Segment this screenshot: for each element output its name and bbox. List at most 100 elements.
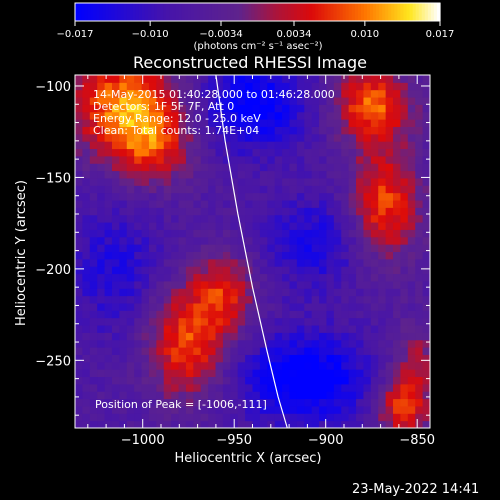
heatmap-pixel	[208, 148, 217, 157]
heatmap-pixel	[400, 163, 409, 172]
heatmap-pixel	[126, 295, 135, 304]
heatmap-pixel	[319, 192, 327, 201]
heatmap-pixel	[193, 266, 202, 275]
heatmap-pixel	[104, 317, 113, 326]
heatmap-pixel	[156, 244, 165, 252]
heatmap-pixel	[82, 207, 91, 216]
heatmap-pixel	[185, 288, 194, 297]
heatmap-pixel	[296, 361, 305, 370]
heatmap-pixel	[208, 222, 217, 230]
heatmap-pixel	[245, 82, 253, 91]
heatmap-pixel	[393, 383, 401, 392]
heatmap-pixel	[415, 192, 424, 201]
heatmap-pixel	[97, 200, 106, 208]
heatmap-pixel	[178, 310, 187, 319]
heatmap-pixel	[163, 163, 172, 172]
heatmap-pixel	[267, 155, 276, 164]
heatmap-pixel	[215, 214, 224, 223]
heatmap-pixel	[393, 126, 401, 135]
heatmap-pixel	[289, 295, 298, 304]
colorbar-segment	[406, 3, 411, 21]
heatmap-pixel	[237, 126, 246, 135]
heatmap-pixel	[326, 75, 335, 83]
heatmap-pixel	[282, 244, 290, 252]
heatmap-pixel	[111, 185, 120, 194]
heatmap-pixel	[200, 273, 209, 282]
colorbar-segment	[184, 3, 189, 21]
heatmap-pixel	[193, 339, 202, 348]
heatmap-pixel	[171, 383, 180, 392]
heatmap-pixel	[230, 163, 239, 172]
heatmap-pixel	[378, 280, 387, 289]
heatmap-pixel	[407, 89, 416, 98]
heatmap-pixel	[267, 302, 276, 311]
heatmap-pixel	[378, 214, 387, 223]
heatmap-pixel	[126, 376, 135, 385]
colorbar-segment	[105, 3, 110, 21]
heatmap-pixel	[274, 89, 283, 98]
heatmap-pixel	[333, 119, 342, 127]
heatmap-pixel	[230, 273, 239, 282]
heatmap-pixel	[119, 295, 128, 304]
heatmap-pixel	[156, 354, 165, 363]
colorbar-segment	[236, 3, 240, 21]
heatmap-pixel	[97, 207, 106, 216]
heatmap-pixel	[75, 97, 83, 105]
heatmap-pixel	[289, 280, 298, 289]
heatmap-pixel	[252, 111, 261, 120]
heatmap-pixel	[245, 347, 253, 355]
heatmap-pixel	[422, 236, 431, 245]
heatmap-pixel	[156, 119, 165, 127]
heatmap-pixel	[341, 192, 350, 201]
heatmap-pixel	[407, 413, 416, 422]
heatmap-pixel	[82, 163, 91, 172]
heatmap-pixel	[89, 369, 98, 378]
heatmap-pixel	[333, 177, 342, 186]
heatmap-pixel	[148, 229, 157, 238]
heatmap-pixel	[215, 222, 224, 230]
heatmap-pixel	[341, 251, 350, 260]
heatmap-pixel	[422, 354, 431, 363]
heatmap-pixel	[341, 339, 350, 348]
heatmap-pixel	[252, 273, 261, 282]
heatmap-pixel	[385, 295, 394, 304]
heatmap-pixel	[222, 163, 231, 172]
colorbar-segment	[388, 3, 392, 21]
heatmap-pixel	[193, 383, 202, 392]
heatmap-pixel	[333, 361, 342, 370]
heatmap-pixel	[319, 75, 327, 83]
heatmap-pixel	[267, 295, 276, 304]
heatmap-pixel	[385, 288, 394, 297]
heatmap-pixel	[319, 148, 327, 157]
heatmap-pixel	[333, 325, 342, 333]
heatmap-pixel	[289, 273, 298, 282]
heatmap-pixel	[222, 177, 231, 186]
heatmap-pixel	[208, 75, 217, 83]
heatmap-pixel	[393, 185, 401, 194]
heatmap-pixel	[319, 170, 327, 179]
heatmap-pixel	[341, 185, 350, 194]
heatmap-pixel	[274, 273, 283, 282]
colorbar-segment	[248, 3, 253, 21]
heatmap-pixel	[75, 155, 83, 164]
heatmap-pixel	[185, 170, 194, 179]
heatmap-pixel	[274, 251, 283, 260]
heatmap-pixel	[385, 405, 394, 414]
heatmap-pixel	[237, 266, 246, 275]
heatmap-pixel	[222, 258, 231, 267]
heatmap-pixel	[82, 141, 91, 150]
heatmap-pixel	[111, 413, 120, 422]
heatmap-pixel	[156, 214, 165, 223]
heatmap-pixel	[370, 413, 379, 422]
heatmap-pixel	[407, 75, 416, 83]
heatmap-pixel	[156, 347, 165, 355]
heatmap-pixel	[163, 383, 172, 392]
heatmap-pixel	[200, 222, 209, 230]
colorbar-segment	[266, 3, 271, 21]
colorbar-segment	[354, 3, 359, 21]
heatmap-pixel	[237, 200, 246, 208]
heatmap-pixel	[193, 126, 202, 135]
heatmap-pixel	[171, 192, 180, 201]
heatmap-pixel	[208, 317, 217, 326]
heatmap-pixel	[245, 310, 253, 319]
